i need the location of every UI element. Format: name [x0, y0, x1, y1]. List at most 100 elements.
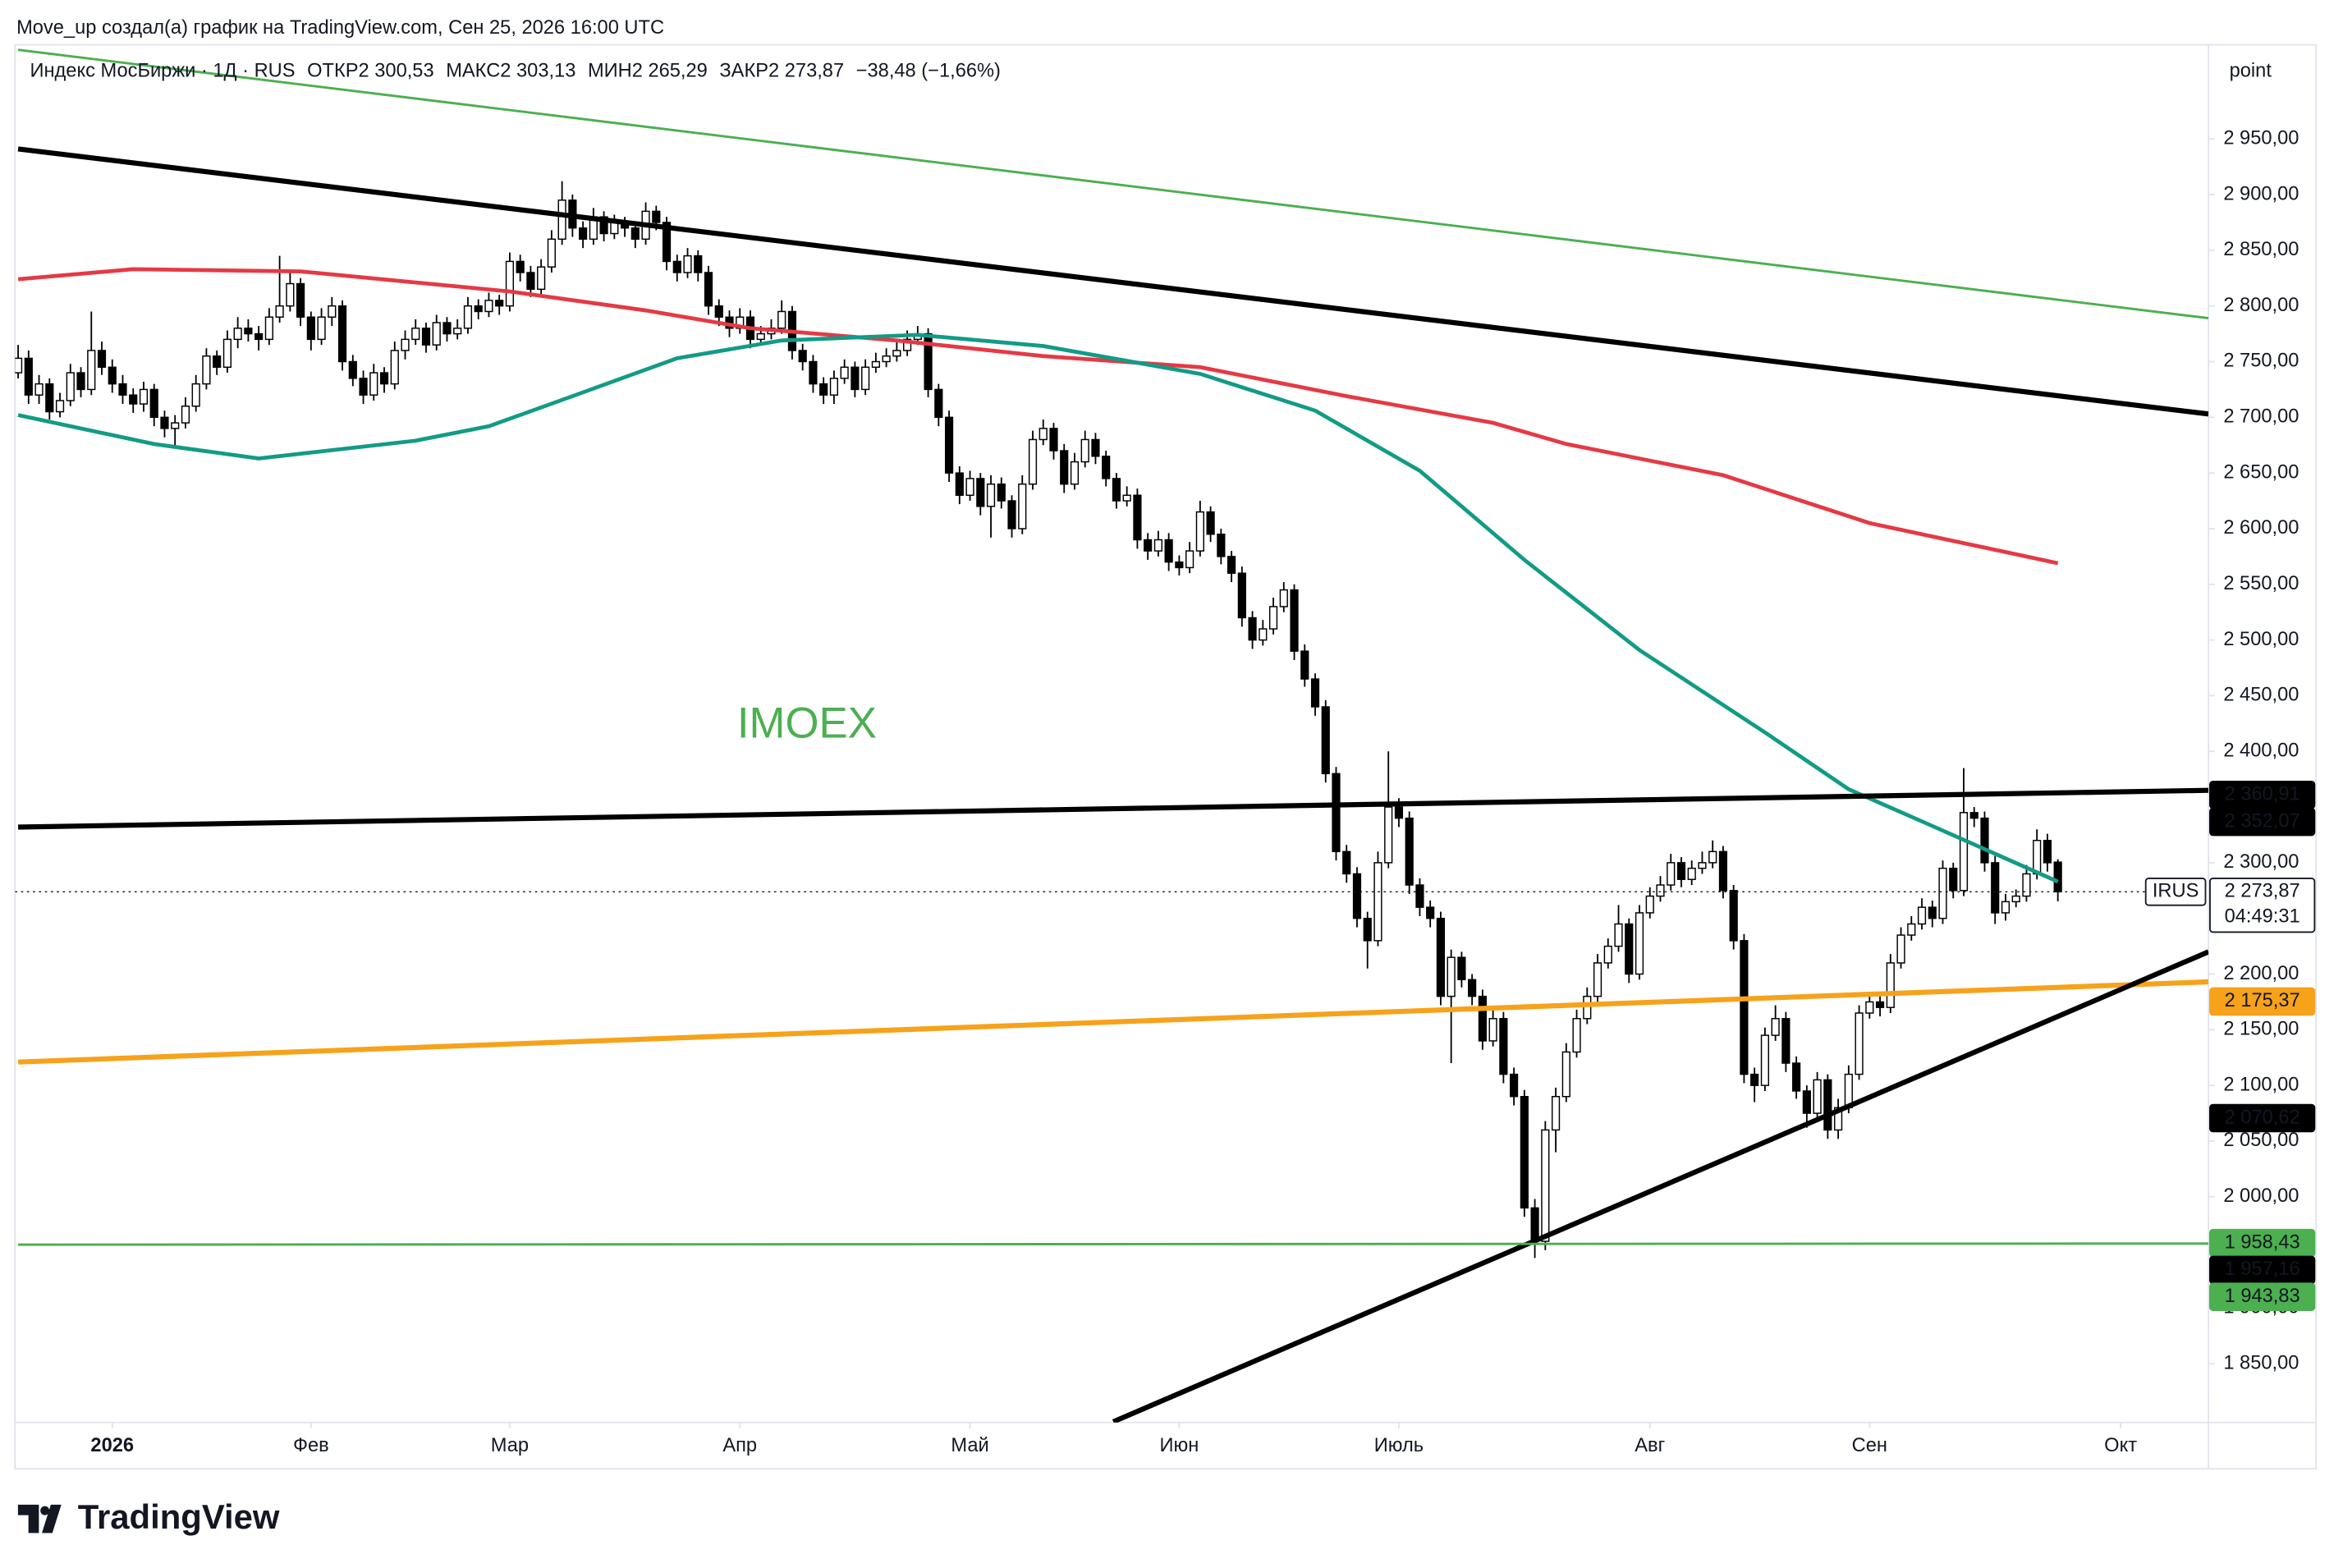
- candle-body: [1614, 923, 1623, 947]
- y-tick-label: 2 400,00: [2223, 740, 2299, 761]
- candle-body: [463, 305, 473, 329]
- candle-body: [66, 372, 75, 401]
- candle-body: [1237, 572, 1246, 619]
- header: Move_up создал(а) график на TradingView.…: [16, 17, 664, 39]
- candle-body: [359, 378, 368, 396]
- price-label-box: [2209, 1103, 2316, 1133]
- candle-body: [1740, 940, 1749, 1075]
- candle-body: [630, 227, 640, 241]
- candle-body: [1352, 873, 1362, 919]
- candle-body: [401, 338, 410, 351]
- candle-body: [24, 357, 33, 396]
- candle-body: [1896, 934, 1905, 964]
- candle-body: [1478, 995, 1487, 1042]
- candle-body: [714, 305, 723, 318]
- line: [18, 787, 2209, 830]
- y-tick-label: 2 050,00: [2223, 1130, 2299, 1151]
- x-tick-label: Июль: [1374, 1435, 1424, 1456]
- line: [1112, 949, 2209, 1423]
- candle-body: [1426, 906, 1435, 919]
- candle-body: [986, 483, 996, 507]
- candle-body: [1551, 1095, 1561, 1131]
- legend-name: МИН: [588, 61, 632, 82]
- candle-body: [1091, 438, 1100, 457]
- candle-body: [149, 388, 158, 419]
- candle-body: [1018, 483, 1027, 530]
- candle-body: [1007, 500, 1016, 530]
- candle-body: [1039, 428, 1048, 441]
- candle-body: [526, 272, 535, 291]
- candle-body: [903, 338, 912, 351]
- candle-body: [1771, 1018, 1780, 1036]
- y-tick-label: 1 850,00: [2223, 1353, 2299, 1374]
- candle-body: [1907, 923, 1916, 936]
- candle-body: [1833, 1107, 1843, 1131]
- legend-value: 2 265,29: [632, 61, 708, 82]
- candle-body: [264, 316, 273, 341]
- candle-body: [1300, 650, 1309, 680]
- candle-body: [191, 383, 200, 407]
- y-tick-label: 2 000,00: [2223, 1185, 2299, 1207]
- candle-body: [1813, 1079, 1822, 1114]
- line: [17, 146, 2209, 417]
- price-label: 1 943,83: [2225, 1286, 2300, 1307]
- y-tick-label: 2 600,00: [2223, 517, 2299, 539]
- plot-area: [15, 48, 2209, 1423]
- candle-body: [829, 378, 839, 396]
- price-unit[interactable]: point: [2230, 61, 2272, 82]
- candle-body: [1729, 890, 1738, 942]
- line: [17, 267, 2059, 566]
- y-tick-label: 2 150,00: [2223, 1019, 2299, 1040]
- candle-body: [453, 328, 462, 335]
- candle-body: [1781, 1018, 1790, 1064]
- candle-body: [474, 305, 483, 313]
- symbol-tag-box: [2144, 878, 2207, 906]
- candle-body: [1488, 1018, 1497, 1042]
- chart-frame: [14, 44, 2318, 1470]
- candle-body: [2001, 901, 2011, 914]
- candle-body: [296, 282, 305, 318]
- candle-body: [1028, 438, 1038, 485]
- candle-body: [505, 260, 515, 307]
- candle-body: [1436, 917, 1446, 997]
- candle-body: [1499, 1018, 1508, 1075]
- x-tick-label: 2026: [90, 1435, 134, 1456]
- candle-body: [672, 260, 681, 273]
- candle-body: [1593, 962, 1603, 997]
- y-tick-label: 2 200,00: [2223, 963, 2299, 984]
- candle-body: [254, 332, 264, 341]
- legend-value: 2 303,13: [500, 61, 575, 82]
- candle-body: [369, 372, 378, 396]
- candle-body: [704, 272, 713, 307]
- candle-body: [1405, 817, 1414, 886]
- candle-body: [1625, 923, 1634, 975]
- candle-body: [275, 305, 284, 318]
- candle-body: [1656, 884, 1665, 897]
- candle-body: [1321, 706, 1330, 775]
- candle-body: [1938, 867, 1947, 919]
- candle-body: [1687, 867, 1696, 880]
- candle-body: [213, 355, 222, 369]
- candle-body: [1667, 862, 1676, 886]
- candle-body: [2022, 873, 2031, 897]
- x-tick-label: Окт: [2104, 1435, 2137, 1456]
- candle-body: [1886, 962, 1895, 1008]
- candle-body: [171, 422, 180, 429]
- candle-body: [1875, 1001, 1885, 1008]
- y-tick-label: 2 700,00: [2223, 406, 2299, 428]
- candle-body: [421, 328, 431, 346]
- candle-body: [1645, 895, 1654, 914]
- candle-body: [34, 383, 44, 396]
- price-label: 2 273,87: [2225, 881, 2300, 902]
- candle-body: [87, 350, 96, 391]
- candle-body: [2053, 861, 2062, 893]
- candle-body: [15, 357, 23, 374]
- x-tick-label: Апр: [722, 1435, 757, 1456]
- candle-body: [244, 328, 253, 335]
- y-tick-label: 2 850,00: [2223, 239, 2299, 260]
- candle-body: [1259, 628, 1268, 641]
- candle-body: [1823, 1079, 1832, 1131]
- y-tick-label: 2 650,00: [2223, 461, 2299, 483]
- candle-body: [1583, 995, 1592, 1020]
